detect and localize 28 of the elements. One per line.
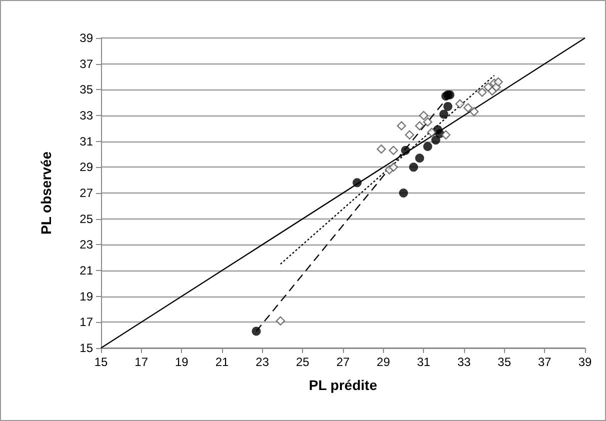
y-tick-label: 21 [80, 264, 94, 278]
y-tick-label: 31 [80, 134, 94, 148]
y-tick-label: 25 [80, 212, 94, 226]
y-axis-title: PL observée [38, 151, 54, 235]
x-tick-label: 39 [578, 355, 592, 369]
x-tick-label: 17 [134, 355, 148, 369]
y-tick-label: 37 [80, 56, 94, 71]
x-tick-label: 25 [296, 355, 310, 369]
x-tick-label: 19 [174, 355, 189, 369]
x-axis-title: PL prédite [308, 377, 378, 393]
x-tick-label: 23 [256, 355, 270, 369]
x-tick-label: 33 [457, 355, 471, 369]
x-tick-label: 31 [416, 355, 431, 369]
x-tick-label: 35 [498, 355, 512, 369]
y-tick-label: 15 [80, 341, 94, 355]
x-tick-label: 21 [215, 355, 229, 369]
y-tick-label: 17 [80, 315, 94, 330]
y-tick-label: 23 [80, 238, 94, 252]
y-tick-label: 19 [80, 289, 94, 304]
y-tick-label: 33 [80, 108, 94, 122]
x-tick-label: 15 [94, 355, 108, 369]
y-tick-label: 35 [80, 82, 94, 97]
y-tick-label: 27 [80, 186, 94, 200]
x-tick-label: 29 [376, 355, 390, 369]
y-tick-label: 29 [80, 160, 94, 174]
x-tick-label: 37 [538, 355, 552, 369]
x-tick-label: 27 [336, 355, 350, 369]
y-tick-label: 39 [80, 31, 94, 45]
